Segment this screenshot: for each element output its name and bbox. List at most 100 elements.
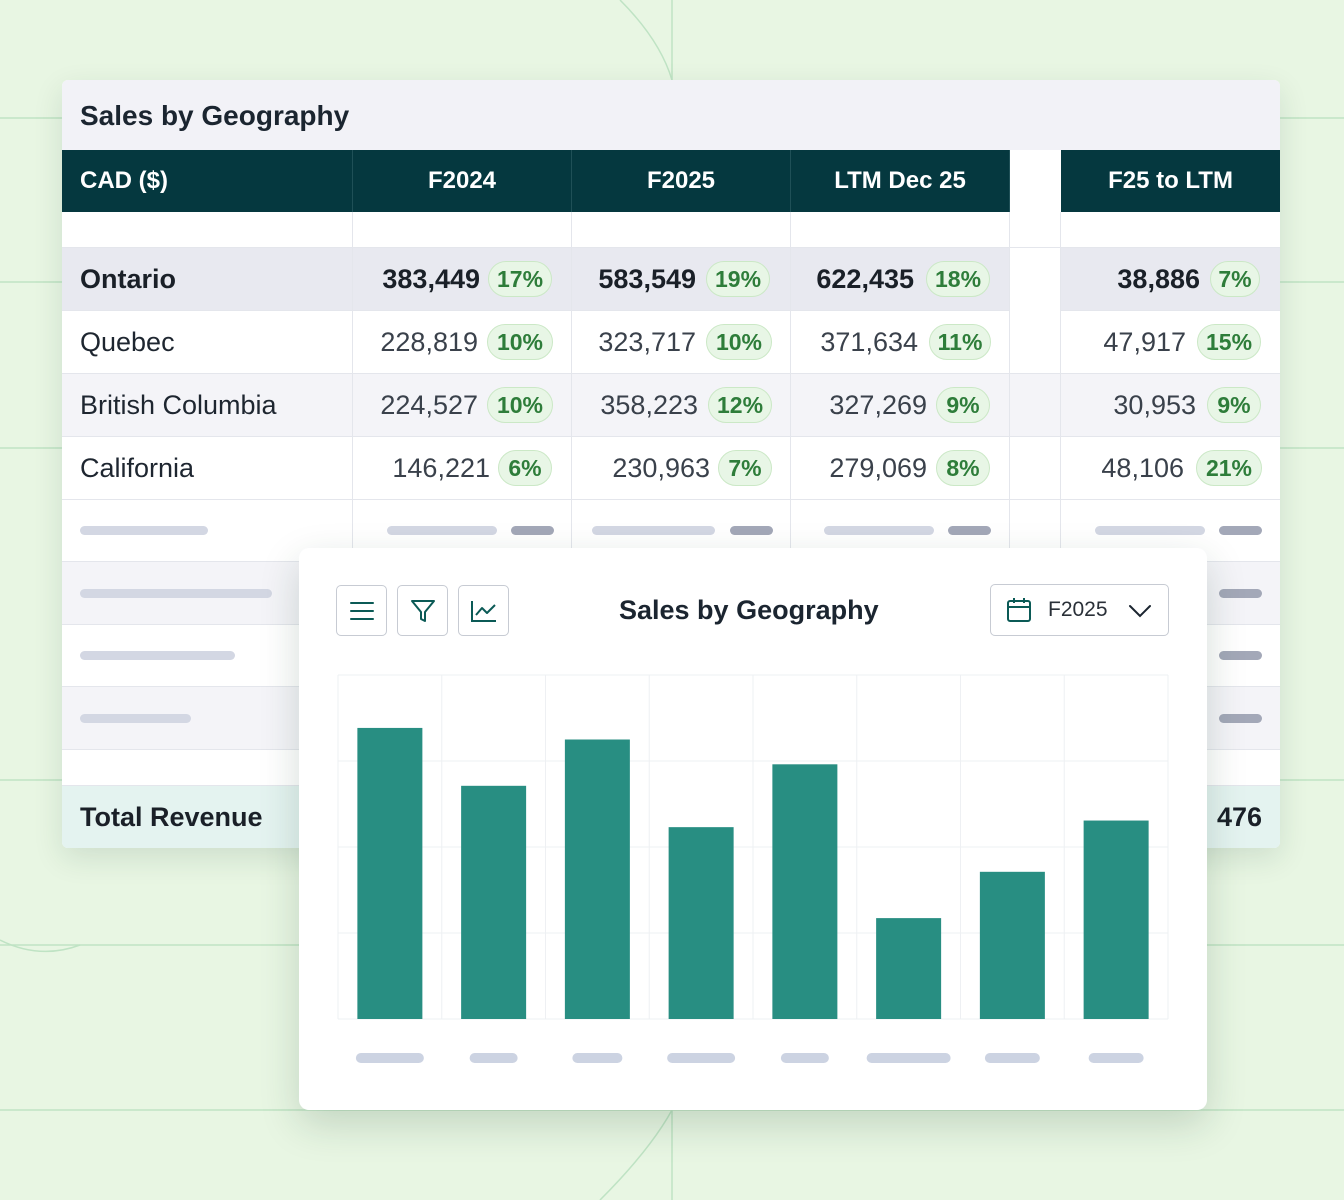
placeholder-bar (948, 526, 991, 535)
column-divider (571, 212, 572, 848)
x-tick-label-placeholder (866, 1053, 951, 1063)
row-label: Quebec (80, 327, 175, 357)
column-spacer (1010, 150, 1061, 212)
chart-bar-4[interactable] (668, 827, 734, 1019)
filter-icon (410, 599, 435, 622)
table-row-british-columbia[interactable]: British Columbia 224,527 10% 358,223 12%… (62, 374, 1280, 437)
table-row-california[interactable]: California 146,221 6% 230,963 7% 279,069… (62, 437, 1280, 500)
percent-badge: 9% (936, 387, 990, 423)
placeholder-bar (80, 589, 272, 598)
cell-value: 371,634 (820, 327, 918, 357)
column-spacer (1010, 248, 1061, 311)
filter-button[interactable] (397, 585, 448, 636)
table-row-quebec[interactable]: Quebec 228,819 10% 323,717 10% 371,634 1… (62, 311, 1280, 374)
percent-badge: 7% (718, 450, 772, 486)
period-dropdown[interactable]: F2025 (990, 584, 1169, 636)
percent-badge: 10% (706, 324, 772, 360)
percent-badge: 17% (488, 261, 552, 297)
column-header-f2024[interactable]: F2024 (353, 150, 572, 212)
column-header-ltm[interactable]: LTM Dec 25 (791, 150, 1010, 212)
chart-bar-5[interactable] (772, 764, 838, 1019)
percent-badge: 7% (1210, 261, 1260, 297)
chart-type-button[interactable] (458, 585, 509, 636)
cell-value: 47,917 (1103, 327, 1186, 357)
bar-chart (337, 674, 1169, 1063)
chart-bar-7[interactable] (979, 871, 1045, 1019)
placeholder-bar (80, 651, 235, 660)
x-tick-label-placeholder (355, 1053, 424, 1063)
placeholder-bar (511, 526, 554, 535)
x-tick-label-placeholder (667, 1053, 736, 1063)
column-divider (1009, 212, 1010, 786)
cell-value: 358,223 (600, 390, 698, 420)
cell-value: 622,435 (816, 264, 914, 294)
percent-badge: 12% (708, 387, 772, 423)
percent-badge: 9% (1207, 387, 1261, 423)
table-title: Sales by Geography (80, 100, 350, 131)
cell-value: 583,549 (598, 264, 696, 294)
column-header-currency[interactable]: CAD ($) (62, 150, 353, 212)
total-label: Total Revenue (80, 802, 263, 832)
chart-bar-6[interactable] (876, 918, 942, 1019)
period-value: F2025 (1048, 598, 1108, 621)
chart-bar-8[interactable] (1083, 820, 1149, 1019)
chevron-down-icon (1129, 605, 1151, 618)
cell-value: 48,106 (1101, 453, 1184, 483)
column-header-f25-to-ltm[interactable]: F25 to LTM (1061, 150, 1280, 212)
chart-title: Sales by Geography (619, 595, 879, 625)
cell-value: 279,069 (829, 453, 927, 483)
placeholder-bar (80, 526, 208, 535)
percent-badge: 8% (936, 450, 990, 486)
chart-bar-3[interactable] (564, 739, 630, 1020)
cell-value: 146,221 (392, 453, 490, 483)
line-chart-icon (470, 600, 496, 622)
placeholder-bar (1219, 714, 1262, 723)
placeholder-bar (1219, 589, 1262, 598)
placeholder-bar (824, 526, 934, 535)
percent-badge: 11% (929, 324, 991, 360)
column-divider (352, 212, 353, 848)
menu-button[interactable] (336, 585, 387, 636)
cell-value: 224,527 (380, 390, 478, 420)
percent-badge: 19% (706, 261, 770, 297)
table-title-bar: Sales by Geography (62, 80, 1280, 150)
column-divider (790, 212, 791, 848)
row-label: California (80, 453, 195, 483)
menu-icon (349, 601, 374, 620)
column-divider (1060, 212, 1061, 786)
table-row-spacer (62, 212, 1280, 248)
chart-panel: Sales by Geography F2025 (299, 548, 1207, 1110)
percent-badge: 15% (1197, 324, 1261, 360)
cell-value: 30,953 (1113, 390, 1196, 420)
total-value: 476 (1216, 802, 1262, 832)
table-row-ontario[interactable]: Ontario 383,449 17% 583,549 19% 622,435 … (62, 248, 1280, 311)
calendar-icon (1007, 598, 1031, 622)
percent-badge: 10% (487, 387, 553, 423)
chart-bar-1[interactable] (357, 727, 423, 1019)
x-tick-label-placeholder (1088, 1053, 1144, 1063)
placeholder-bar (1219, 651, 1262, 660)
percent-badge: 10% (487, 324, 553, 360)
placeholder-bar (1095, 526, 1205, 535)
x-tick-label-placeholder (984, 1053, 1040, 1063)
cell-value: 228,819 (380, 327, 478, 357)
percent-badge: 21% (1196, 450, 1262, 486)
cell-value: 383,449 (382, 264, 480, 294)
placeholder-bar (592, 526, 715, 535)
chart-bar-2[interactable] (461, 785, 527, 1019)
percent-badge: 18% (926, 261, 990, 297)
x-tick-label-placeholder (780, 1053, 829, 1063)
x-tick-label-placeholder (572, 1053, 623, 1063)
placeholder-bar (80, 714, 191, 723)
row-label: British Columbia (80, 390, 277, 420)
column-header-f2025[interactable]: F2025 (572, 150, 791, 212)
x-tick-label-placeholder (469, 1053, 518, 1063)
cell-value: 230,963 (612, 453, 710, 483)
cell-value: 38,886 (1117, 264, 1200, 294)
cell-value: 327,269 (829, 390, 927, 420)
placeholder-bar (730, 526, 773, 535)
placeholder-bar (1219, 526, 1262, 535)
cell-value: 323,717 (598, 327, 696, 357)
percent-badge: 6% (498, 450, 552, 486)
row-label: Ontario (80, 264, 177, 294)
